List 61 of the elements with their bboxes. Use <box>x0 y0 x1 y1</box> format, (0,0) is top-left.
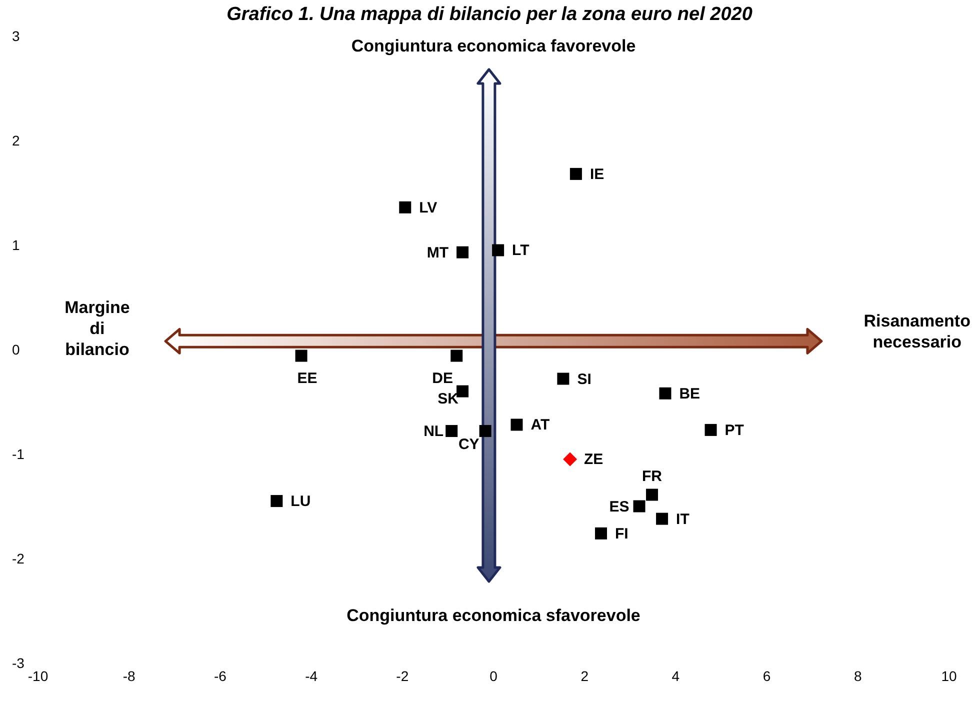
y-tick-label: 1 <box>12 236 20 253</box>
point <box>563 452 578 466</box>
point <box>456 246 469 258</box>
annotation: Risanamento necessario <box>864 312 970 352</box>
annotation: SK <box>438 390 459 408</box>
point <box>557 372 570 385</box>
x-tick-label: -6 <box>214 668 227 684</box>
point <box>570 168 582 180</box>
annotation: BE <box>679 385 700 402</box>
y-tick-label: 0 <box>12 341 20 358</box>
point <box>492 244 504 256</box>
annotation: FI <box>615 525 628 542</box>
point <box>446 425 458 438</box>
x-tick-label: 2 <box>580 668 589 684</box>
annotation: Congiuntura economica favorevole <box>351 36 636 56</box>
annotation: PT <box>724 422 744 439</box>
annotation: DE <box>432 370 454 387</box>
annotation: LU <box>290 493 311 510</box>
point <box>659 387 672 400</box>
y-tick-label: -3 <box>12 654 25 671</box>
x-tick-label: -4 <box>305 668 318 684</box>
x-tick-label: -8 <box>122 668 136 684</box>
point <box>633 500 646 512</box>
annotation: NL <box>424 423 444 440</box>
annotation: MT <box>426 244 449 262</box>
annotation: FR <box>642 468 662 485</box>
annotation: AT <box>530 416 550 434</box>
x-tick-label: -2 <box>396 668 409 684</box>
x-tick-label: 0 <box>490 668 498 684</box>
annotation: SI <box>577 370 592 388</box>
y-tick-label: -2 <box>12 550 25 566</box>
point <box>270 495 283 508</box>
annotation: LV <box>419 199 438 216</box>
annotation: Congiuntura economica sfavorevole <box>346 606 640 626</box>
x-tick-label: 6 <box>762 668 771 684</box>
point <box>456 385 469 398</box>
annotation: ZE <box>584 451 604 468</box>
point <box>450 350 463 362</box>
y-tick-label: 3 <box>12 28 20 44</box>
annotation: Margine di bilancio <box>64 298 130 359</box>
point <box>704 424 717 436</box>
point <box>656 512 668 525</box>
annotation: IT <box>676 510 690 528</box>
point <box>399 201 412 214</box>
annotation: EE <box>297 370 318 387</box>
annotation: IE <box>590 166 604 183</box>
x-tick-label: -10 <box>28 668 48 684</box>
annotation: CY <box>458 436 480 454</box>
y-tick-label: 2 <box>12 132 20 148</box>
x-tick-label: 4 <box>672 668 680 684</box>
chart-title: Grafico 1. Una mappa di bilancio per la zona euro nel 2020 <box>226 4 754 26</box>
x-tick-label: 8 <box>854 668 862 684</box>
point <box>646 488 658 501</box>
y-tick-label: -1 <box>12 446 25 462</box>
annotation: LT <box>512 242 530 260</box>
point <box>510 418 523 431</box>
point <box>295 350 308 362</box>
x-tick-label: 10 <box>941 668 957 684</box>
point <box>595 527 607 540</box>
point <box>479 425 492 438</box>
annotation: ES <box>609 498 630 516</box>
